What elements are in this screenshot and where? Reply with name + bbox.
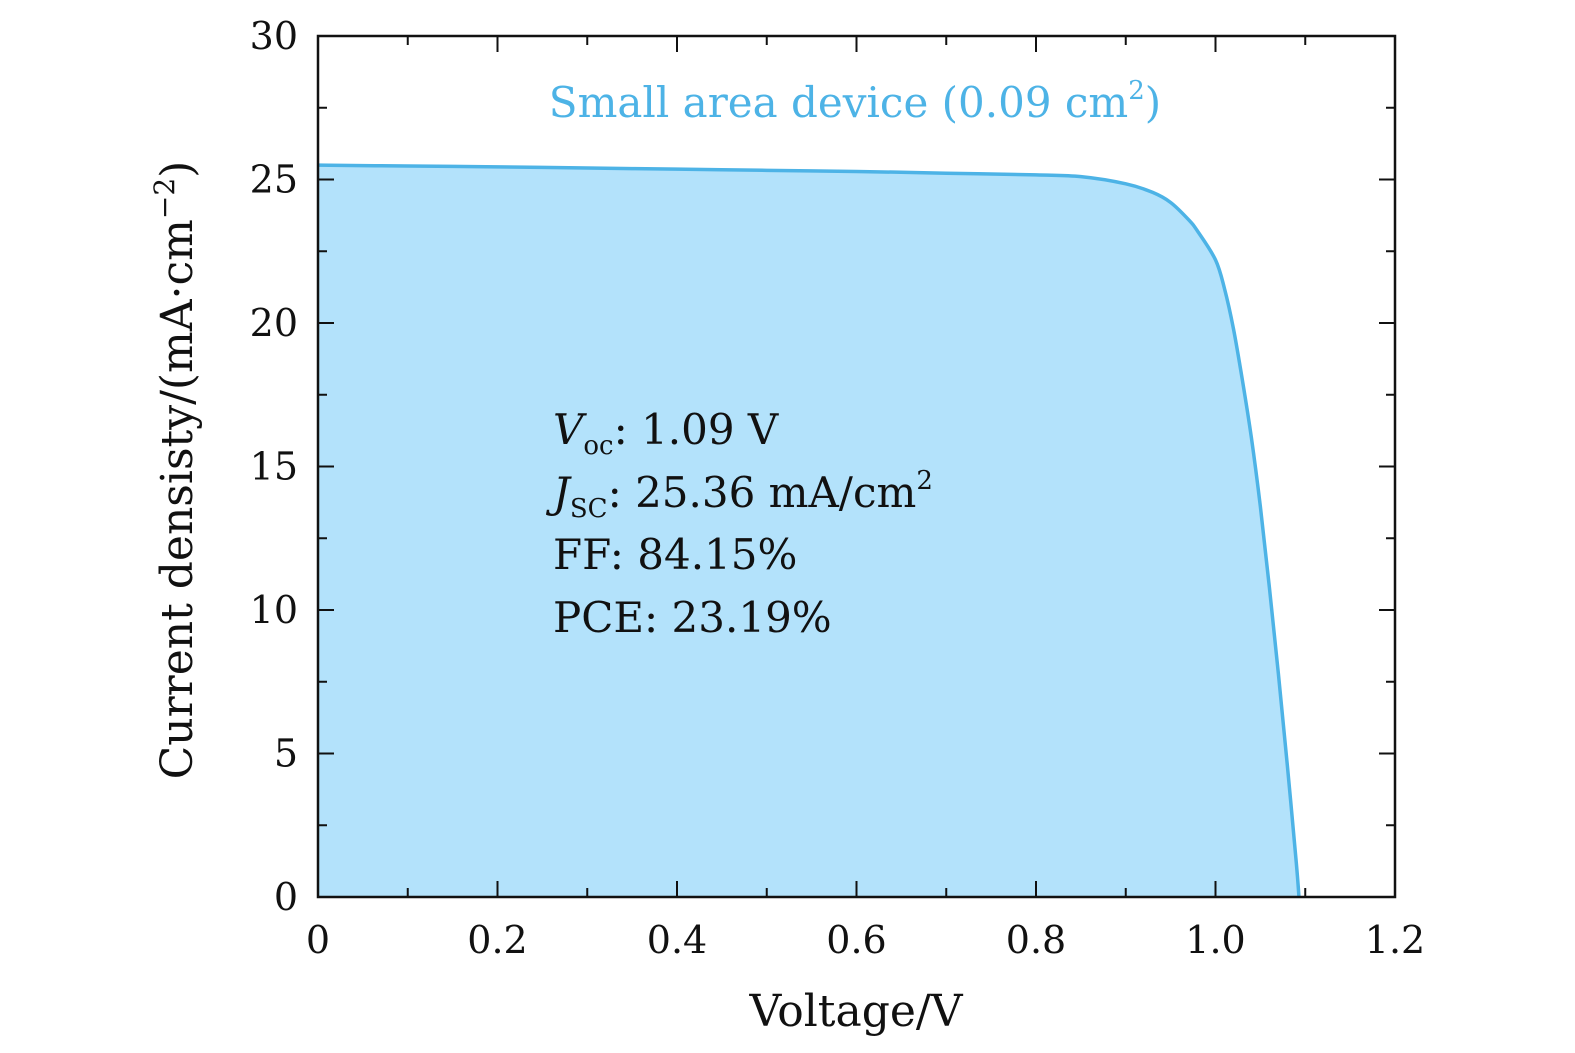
jsc-sup: 2 [916, 466, 933, 496]
voc-subscript: oc [583, 431, 613, 461]
y-tick-label: 20 [250, 301, 298, 345]
pce-metric: PCE: 23.19% [553, 593, 832, 642]
y-axis-title-sup: −2 [148, 178, 181, 219]
x-tick-label: 0.4 [647, 918, 707, 962]
x-tick-label: 0.8 [1006, 918, 1066, 962]
ff-metric: FF: 84.15% [553, 530, 797, 579]
metrics-annotation: Voc: 1.09 V JSC: 25.36 mA/cm2 FF: 84.15%… [545, 405, 933, 642]
y-tick-label: 0 [274, 875, 298, 919]
y-tick-label: 30 [250, 14, 298, 58]
y-tick-label: 10 [250, 588, 298, 632]
x-tick-label: 0.6 [826, 918, 886, 962]
x-axis-title: Voltage/V [748, 986, 963, 1037]
voc-value: : 1.09 V [614, 405, 779, 454]
y-tick-label: 15 [250, 445, 298, 489]
voc-symbol: V [553, 405, 587, 454]
y-tick-label: 25 [250, 158, 298, 202]
x-tick-labels: 0 0.2 0.4 0.6 0.8 1.0 1.2 [306, 918, 1425, 962]
series-label-close: ) [1145, 78, 1161, 127]
series-label-main: Small area device (0.09 cm [549, 78, 1128, 127]
jsc-subscript: SC [570, 494, 608, 524]
axis-ticks [317, 35, 1396, 898]
y-axis-title: Current densisty/(mA·cm−2) [148, 161, 203, 780]
voc-metric: Voc: 1.09 V [553, 405, 779, 461]
y-axis-title-close: ) [152, 161, 203, 178]
jsc-metric: JSC: 25.36 mA/cm2 [545, 466, 933, 524]
y-axis-title-main: Current densisty/(mA·cm [152, 219, 203, 779]
x-tick-label: 1.2 [1365, 918, 1425, 962]
series-label: Small area device (0.09 cm2) [549, 76, 1161, 127]
jv-curve-line [317, 163, 1301, 898]
jsc-value: : 25.36 mA/cm [608, 468, 917, 517]
y-tick-label: 5 [274, 732, 298, 776]
x-tick-label: 0.2 [467, 918, 527, 962]
y-tick-labels: 0 5 10 15 20 25 30 [250, 14, 298, 919]
x-tick-label: 1.0 [1185, 918, 1245, 962]
curve-area-fill [318, 165, 1299, 897]
series-label-sup: 2 [1128, 76, 1145, 106]
x-tick-label: 0 [306, 918, 330, 962]
